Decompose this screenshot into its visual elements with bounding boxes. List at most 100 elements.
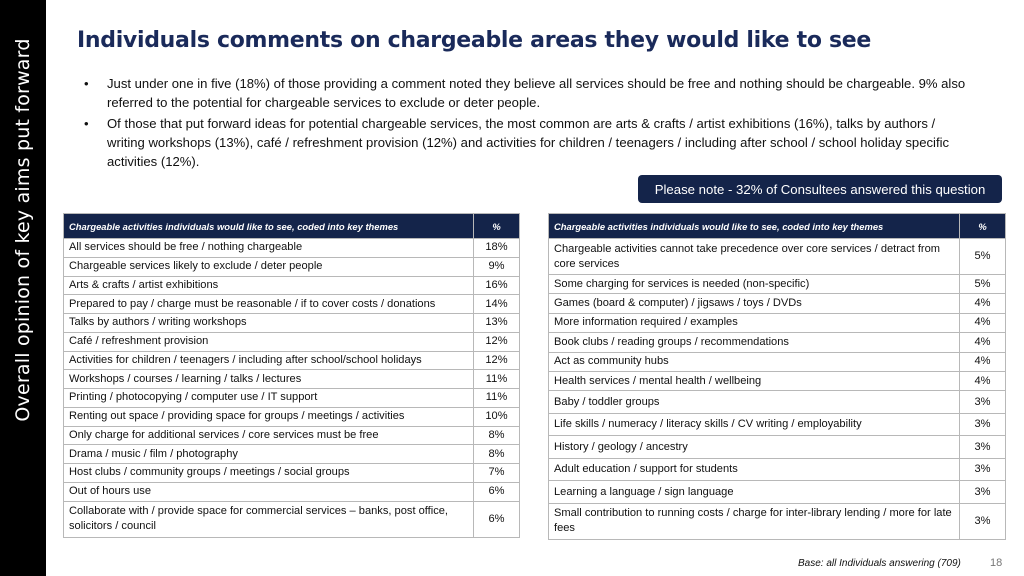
row-percent: 3% (959, 412, 1006, 437)
bullet-item: • Of those that put forward ideas for po… (84, 114, 974, 171)
row-label: Chargeable activities cannot take preced… (548, 238, 960, 275)
row-label: Collaborate with / provide space for com… (63, 500, 474, 538)
row-percent: 11% (473, 369, 520, 389)
table-row: Printing / photocopying / computer use /… (63, 388, 520, 408)
right-table: Chargeable activities individuals would … (548, 213, 1006, 540)
table-row: Some charging for services is needed (no… (548, 273, 1006, 295)
table-row: Collaborate with / provide space for com… (63, 500, 520, 538)
row-label: Prepared to pay / charge must be reasona… (63, 294, 474, 314)
row-percent: 5% (959, 273, 1006, 295)
table-row: Activities for children / teenagers / in… (63, 350, 520, 371)
page-number: 18 (990, 557, 1003, 569)
table-row: Talks by authors / writing workshops 13% (63, 313, 520, 333)
table-row: Health services / mental health / wellbe… (548, 370, 1006, 392)
table-row: Café / refreshment provision 12% (63, 331, 520, 352)
row-label: Renting out space / providing space for … (63, 406, 474, 427)
row-label: Life skills / numeracy / literacy skills… (548, 412, 960, 437)
table-row: More information required / examples 4% (548, 312, 1006, 334)
row-label: Health services / mental health / wellbe… (548, 370, 960, 392)
row-percent: 6% (473, 481, 520, 502)
column-header-percent: % (959, 213, 1006, 239)
table-row: Act as community hubs 4% (548, 351, 1006, 372)
note-badge: Please note - 32% of Consultees answered… (638, 175, 1002, 203)
table-row: Prepared to pay / charge must be reasona… (63, 294, 520, 314)
row-label: Café / refreshment provision (63, 331, 474, 352)
side-bar: Overall opinion of key aims put forward (0, 0, 46, 576)
table-row: Host clubs / community groups / meetings… (63, 463, 520, 483)
table-row: All services should be free / nothing ch… (63, 238, 520, 258)
table-row: Games (board & computer) / jigsaws / toy… (548, 293, 1006, 314)
row-percent: 4% (959, 312, 1006, 334)
table-row: Baby / toddler groups 3% (548, 390, 1006, 414)
row-percent: 8% (473, 425, 520, 446)
row-percent: 13% (473, 313, 520, 333)
row-percent: 12% (473, 331, 520, 352)
bullet-icon: • (84, 76, 89, 91)
row-label: Book clubs / reading groups / recommenda… (548, 332, 960, 353)
row-percent: 11% (473, 388, 520, 408)
table-row: History / geology / ancestry 3% (548, 435, 1006, 459)
row-percent: 4% (959, 332, 1006, 353)
row-label: Host clubs / community groups / meetings… (63, 463, 474, 483)
row-label: History / geology / ancestry (548, 435, 960, 459)
side-label: Overall opinion of key aims put forward (12, 38, 34, 422)
row-label: Adult education / support for students (548, 457, 960, 482)
row-label: Talks by authors / writing workshops (63, 313, 474, 333)
row-label: Activities for children / teenagers / in… (63, 350, 474, 371)
table-header-row: Chargeable activities individuals would … (548, 213, 1006, 239)
table-row: Only charge for additional services / co… (63, 425, 520, 446)
table-row: Learning a language / sign language 3% (548, 480, 1006, 504)
row-percent: 14% (473, 294, 520, 314)
table-row: Drama / music / film / photography 8% (63, 444, 520, 464)
row-label: Out of hours use (63, 481, 474, 502)
column-header-theme: Chargeable activities individuals would … (63, 213, 474, 239)
page-title: Individuals comments on chargeable areas… (77, 28, 872, 53)
bullet-icon: • (84, 116, 89, 131)
row-label: Printing / photocopying / computer use /… (63, 388, 474, 408)
row-label: Drama / music / film / photography (63, 444, 474, 464)
base-note: Base: all Individuals answering (709) (798, 558, 961, 569)
row-percent: 8% (473, 444, 520, 464)
table-row: Chargeable services likely to exclude / … (63, 256, 520, 277)
row-label: Some charging for services is needed (no… (548, 273, 960, 295)
table-header-row: Chargeable activities individuals would … (63, 213, 520, 239)
row-percent: 4% (959, 351, 1006, 372)
bullet-item: • Just under one in five (18%) of those … (84, 74, 974, 112)
row-label: Act as community hubs (548, 351, 960, 372)
row-percent: 16% (473, 275, 520, 296)
table-row: Renting out space / providing space for … (63, 406, 520, 427)
bullet-text: Just under one in five (18%) of those pr… (107, 76, 966, 110)
row-percent: 4% (959, 293, 1006, 314)
table-row: Out of hours use 6% (63, 481, 520, 502)
row-percent: 5% (959, 238, 1006, 275)
row-label: Chargeable services likely to exclude / … (63, 256, 474, 277)
column-header-percent: % (473, 213, 520, 239)
row-percent: 3% (959, 457, 1006, 482)
table-row: Workshops / courses / learning / talks /… (63, 369, 520, 389)
row-percent: 3% (959, 390, 1006, 414)
row-percent: 3% (959, 480, 1006, 504)
row-label: Arts & crafts / artist exhibitions (63, 275, 474, 296)
table-row: Chargeable activities cannot take preced… (548, 238, 1006, 275)
row-percent: 10% (473, 406, 520, 427)
row-percent: 18% (473, 238, 520, 258)
table-row: Life skills / numeracy / literacy skills… (548, 412, 1006, 437)
bullet-list: • Just under one in five (18%) of those … (84, 74, 974, 173)
row-label: Small contribution to running costs / ch… (548, 502, 960, 540)
row-percent: 12% (473, 350, 520, 371)
row-percent: 3% (959, 502, 1006, 540)
row-percent: 4% (959, 370, 1006, 392)
table-row: Book clubs / reading groups / recommenda… (548, 332, 1006, 353)
row-label: Only charge for additional services / co… (63, 425, 474, 446)
table-row: Arts & crafts / artist exhibitions 16% (63, 275, 520, 296)
row-label: Workshops / courses / learning / talks /… (63, 369, 474, 389)
left-table: Chargeable activities individuals would … (63, 213, 520, 538)
row-percent: 7% (473, 463, 520, 483)
row-percent: 9% (473, 256, 520, 277)
row-label: All services should be free / nothing ch… (63, 238, 474, 258)
row-label: Baby / toddler groups (548, 390, 960, 414)
row-label: Games (board & computer) / jigsaws / toy… (548, 293, 960, 314)
bullet-text: Of those that put forward ideas for pote… (107, 116, 950, 169)
row-label: Learning a language / sign language (548, 480, 960, 504)
row-percent: 3% (959, 435, 1006, 459)
